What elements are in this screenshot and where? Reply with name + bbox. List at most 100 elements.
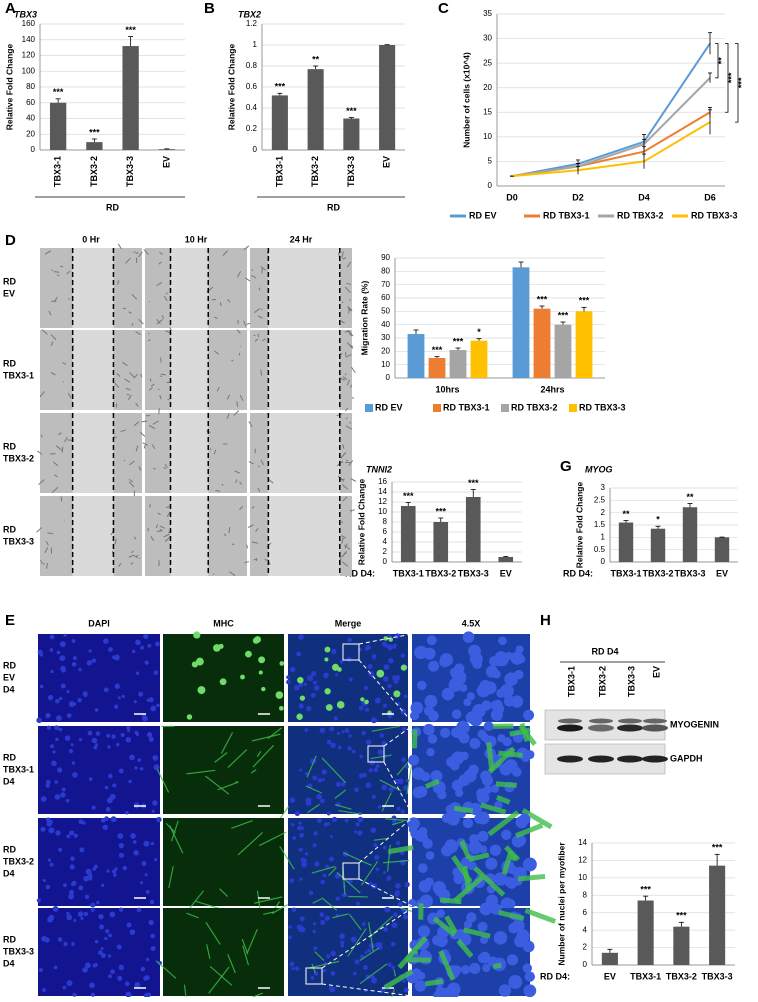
nucleus [290, 667, 295, 672]
y-axis-label: Relative Fold Change [4, 44, 14, 131]
scratch-area [73, 413, 114, 493]
nucleus [340, 660, 343, 663]
nucleus [136, 733, 139, 736]
nucleus [61, 667, 66, 672]
nucleus [77, 698, 81, 702]
nucleus [95, 940, 99, 944]
nucleus [63, 986, 67, 990]
nucleus [383, 927, 388, 932]
nucleus [134, 982, 140, 988]
nucleus [393, 912, 398, 917]
significance-label: *** [640, 885, 651, 895]
y-tick-label: 30 [381, 333, 390, 342]
nucleus [59, 655, 65, 661]
y-tick-label: 40 [381, 320, 390, 329]
nucleus [382, 784, 388, 790]
nucleus [401, 809, 405, 813]
myotube [454, 808, 473, 811]
nucleus [383, 846, 387, 850]
nucleus [396, 841, 400, 845]
significance-label: *** [435, 506, 446, 516]
nucleus [365, 708, 369, 712]
nucleus [323, 874, 327, 878]
nucleus [78, 885, 83, 890]
nucleus [89, 777, 93, 781]
y-tick-label: 0.2 [246, 124, 258, 133]
bar [433, 522, 448, 562]
nucleus [85, 895, 89, 899]
nucleus [61, 683, 66, 688]
nucleus [55, 738, 59, 742]
nucleus [54, 966, 58, 970]
nucleus [447, 813, 460, 826]
lane-label: EV [651, 666, 661, 678]
mhc-cell [296, 714, 302, 720]
nucleus [311, 693, 316, 698]
nucleus [115, 684, 120, 689]
nucleus [383, 871, 386, 874]
nucleus [111, 816, 117, 822]
significance-label: *** [125, 25, 136, 35]
nucleus [58, 937, 63, 942]
nucleus [369, 768, 373, 772]
nucleus [137, 908, 142, 913]
nucleus [148, 920, 153, 925]
nucleus [427, 635, 437, 645]
x-tick-label: D2 [572, 192, 584, 202]
nucleus [371, 827, 377, 833]
y-tick-label: 10 [578, 873, 587, 882]
nucleus [99, 925, 104, 930]
y-tick-label: 140 [22, 35, 36, 44]
nucleus [400, 859, 406, 865]
nucleus [122, 695, 125, 698]
nucleus [303, 859, 307, 863]
nucleus [58, 848, 62, 852]
nucleus [54, 725, 59, 730]
cell [351, 511, 352, 512]
nucleus [320, 727, 326, 733]
row-label: RD [3, 660, 16, 670]
nucleus [480, 903, 493, 916]
y-tick-label: 2 [583, 943, 588, 952]
nucleus [395, 633, 400, 638]
nucleus [395, 883, 401, 889]
nucleus [105, 929, 109, 933]
nucleus [329, 986, 333, 990]
nucleus [349, 678, 353, 682]
nucleus [117, 976, 122, 981]
nucleus [506, 675, 515, 684]
cell [161, 357, 162, 362]
nucleus [146, 958, 149, 961]
bar [408, 334, 425, 378]
mhc-cell [258, 656, 265, 663]
x-tick-label: TBX3-3 [702, 971, 733, 981]
band [643, 719, 667, 724]
myotube [496, 784, 517, 785]
y-tick-label: 1.5 [594, 520, 606, 529]
chart-title: TBX3 [14, 9, 37, 19]
nucleus [51, 761, 57, 767]
nucleus [92, 867, 96, 871]
x-tick-label: EV [161, 156, 171, 168]
nucleus [364, 686, 368, 690]
nucleus [410, 711, 419, 720]
column-header: 10 Hr [185, 234, 208, 244]
significance-label: ** [312, 54, 320, 64]
row-label: EV [3, 672, 15, 682]
nucleus [440, 728, 450, 738]
nucleus [66, 835, 70, 839]
nucleus [151, 842, 154, 845]
x-tick-label: TBX3-1 [274, 156, 284, 187]
y-tick-label: 14 [378, 487, 387, 496]
nucleus [482, 775, 493, 786]
nucleus [126, 737, 131, 742]
nucleus [95, 708, 99, 712]
bar [709, 866, 725, 965]
y-tick-label: 0 [383, 557, 388, 566]
nucleus [456, 721, 470, 735]
nucleus [372, 654, 377, 659]
nucleus [417, 972, 425, 980]
row-label: TBX3-2 [3, 856, 34, 866]
x-tick-label: TBX3-1 [53, 156, 63, 187]
nucleus [130, 833, 136, 839]
